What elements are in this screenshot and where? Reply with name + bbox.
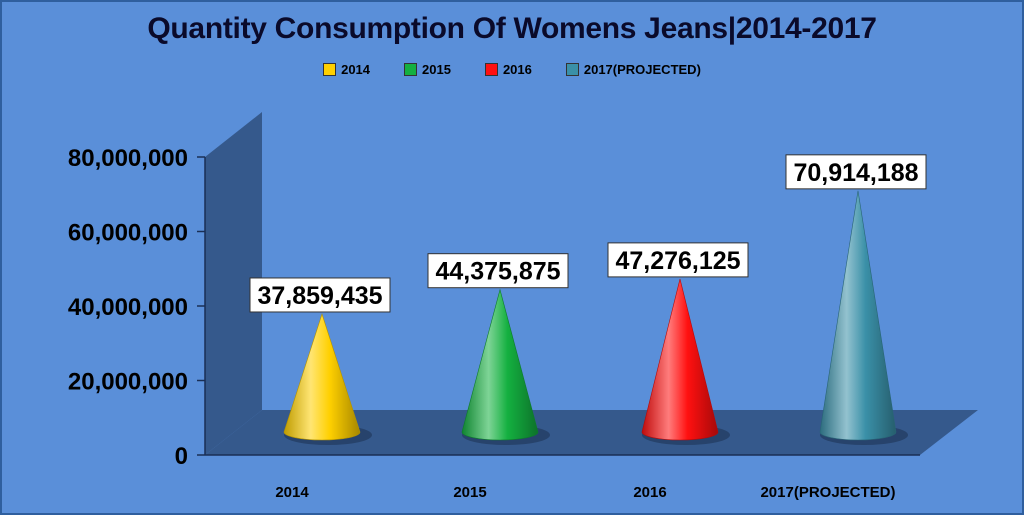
data-label-box-2017-projected — [785, 154, 927, 190]
data-label-2016: 47,276,125 — [615, 247, 740, 275]
y-axis: 0 20,000,000 40,000,000 60,000,000 80,000,00… — [68, 145, 205, 470]
back-wall — [205, 112, 262, 455]
y-tick-label: 80,000,000 — [68, 145, 188, 172]
cone-2015 — [461, 288, 539, 441]
y-tick-label: 40,000,000 — [68, 294, 188, 321]
legend-label-2014: 2014 — [341, 62, 371, 77]
legend-label-2017-projected: 2017(PROJECTED) — [583, 62, 701, 77]
chart-title: Quantity Consumption Of Womens Jeans|201… — [147, 12, 877, 45]
legend-swatch-2014 — [323, 63, 337, 76]
legend-item-2014: 2014 — [323, 62, 370, 77]
data-labels: 37,859,435 44,375,875 47,276,125 70,914,188 — [249, 154, 927, 313]
cone-2014 — [283, 312, 361, 441]
cone-2017-projected — [819, 190, 897, 441]
data-label-box-2014 — [249, 277, 391, 313]
cone-2016 — [641, 278, 719, 441]
x-axis: 2014 2015 2016 2017(PROJECTED) — [275, 484, 895, 501]
legend-swatch-2017-projected — [565, 63, 579, 76]
legend-label-2015: 2015 — [422, 62, 451, 77]
x-tick-label-2015: 2015 — [453, 484, 486, 501]
data-label-2014: 37,859,435 — [257, 282, 382, 310]
floor — [205, 410, 978, 455]
legend-item-2015: 2015 — [404, 62, 451, 77]
legend: 2014 2015 2016 2017(PROJECTED) — [0, 62, 1024, 77]
y-tick-label: 20,000,000 — [68, 369, 188, 396]
y-tick-label: 60,000,000 — [68, 220, 188, 247]
data-label-2017-projected: 70,914,188 — [793, 159, 918, 187]
y-tick-label: 0 — [175, 443, 188, 470]
legend-swatch-2016 — [484, 63, 498, 76]
legend-item-2017-projected: 2017(PROJECTED) — [565, 62, 701, 77]
x-tick-label-2017-projected: 2017(PROJECTED) — [760, 484, 895, 501]
cones — [283, 190, 908, 445]
x-tick-label-2016: 2016 — [633, 484, 666, 501]
legend-item-2016: 2016 — [484, 62, 532, 77]
legend-swatch-2015 — [404, 63, 418, 76]
data-label-2015: 44,375,875 — [435, 258, 560, 286]
x-tick-label-2014: 2014 — [275, 484, 309, 501]
data-label-box-2015 — [427, 253, 569, 289]
legend-label-2016: 2016 — [502, 62, 532, 77]
data-label-box-2016 — [607, 242, 749, 278]
